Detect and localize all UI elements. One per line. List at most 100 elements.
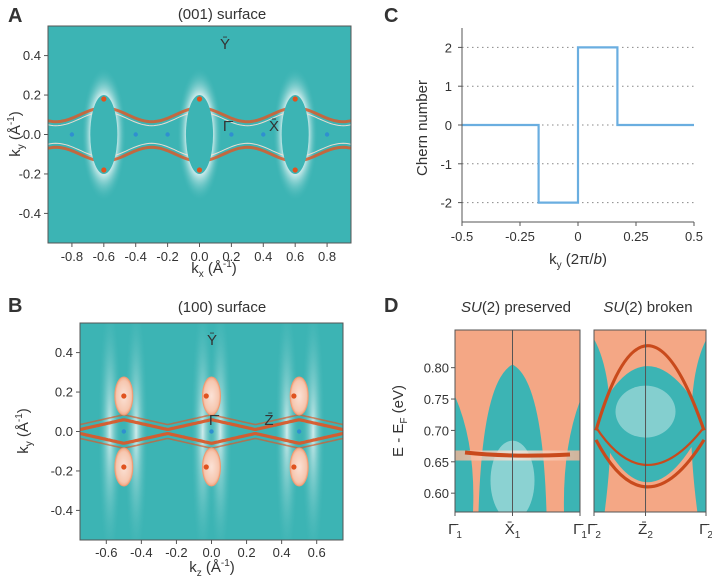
y-tick-label: -1 xyxy=(440,157,452,172)
weyl-point-blue xyxy=(69,132,75,137)
panel-b-label: B xyxy=(8,295,22,317)
y-tick-label: 0.4 xyxy=(23,48,41,63)
bulk-beam xyxy=(124,323,149,540)
point-y-label-b: Ȳ xyxy=(207,332,217,349)
y-tick-label: 0.65 xyxy=(424,455,449,470)
y-tick-label: 2 xyxy=(445,40,452,55)
y-tick-label: -0.2 xyxy=(51,463,73,478)
x-tick-label: -0.2 xyxy=(156,249,178,264)
tick-symbol: X̄ xyxy=(505,521,515,538)
x-tick-label: Γ̄1 xyxy=(448,521,462,541)
panel-a-axes: -0.8 -0.6 -0.4 -0.2 0.0 0.2 0.4 0.6 0.8 0.4 0.2 0.0… xyxy=(19,25,352,264)
x-tick-label: 0.8 xyxy=(318,249,336,264)
surface-state-upper xyxy=(594,344,706,431)
panel-b-ylabel: ky (Å-1) xyxy=(14,408,35,454)
panel-d-label: D xyxy=(384,295,398,317)
weyl-point-blue xyxy=(121,429,127,434)
panel-a-ylabel: ky (Å-1) xyxy=(6,111,27,157)
bulk-beam xyxy=(301,323,326,540)
bulk-beam xyxy=(208,323,233,540)
x-tick-label: 0.6 xyxy=(308,545,326,560)
panel-a-label: A xyxy=(8,5,22,27)
x-tick-label: Γ̄2 xyxy=(699,521,712,541)
tick-symbol: Γ̄ xyxy=(573,521,583,538)
xlabel-part: b xyxy=(594,251,602,268)
bulk-beam xyxy=(97,323,122,540)
pocket xyxy=(90,95,118,174)
y-tick-label: 0.2 xyxy=(23,88,41,103)
xlabel-part: y xyxy=(557,260,562,271)
pocket-petal xyxy=(289,447,309,487)
x-tick-label: -0.6 xyxy=(93,249,115,264)
bulk-beam xyxy=(190,323,215,540)
y-tick-label: 0.80 xyxy=(424,361,449,376)
weyl-point-red xyxy=(101,167,107,173)
x-tick-label: 0 xyxy=(574,229,581,244)
y-tick-label: 0.60 xyxy=(424,486,449,501)
x-tick-label: 0.0 xyxy=(190,249,208,264)
x-tick-label: Γ̄1 xyxy=(573,521,587,541)
x-tick-label: -0.2 xyxy=(165,545,187,560)
xlabel-part: ) xyxy=(602,251,607,268)
x-tick-label: 0.25 xyxy=(623,229,648,244)
panel-a-title: (001) surface xyxy=(178,6,266,23)
weyl-point-blue xyxy=(229,132,234,137)
tick-subscript: 2 xyxy=(647,530,653,541)
x-tick-label: 0.2 xyxy=(222,249,240,264)
tick-symbol: Γ̄ xyxy=(587,521,597,538)
point-x-label: X̄ xyxy=(269,118,279,135)
tick-subscript: 2 xyxy=(707,530,712,541)
surface-state-band xyxy=(80,418,343,432)
panel-d-title-right: SU(2) broken xyxy=(603,299,692,316)
x-tick-label: 0.0 xyxy=(202,545,220,560)
panel-d-right-heatmap xyxy=(594,330,706,512)
y-tick-label: 0.2 xyxy=(55,385,73,400)
pocket-petal xyxy=(289,376,309,416)
weyl-point-red xyxy=(121,393,127,399)
point-y-label: Ȳ xyxy=(220,36,230,53)
pocket xyxy=(281,95,309,174)
x-tick-label: 0.6 xyxy=(286,249,304,264)
tick-subscript: 1 xyxy=(515,530,521,541)
point-gamma-label-b: Γ̄ xyxy=(209,412,219,429)
bulk-beam xyxy=(274,323,299,540)
x-tick-label: -0.6 xyxy=(95,545,117,560)
surface-state-band xyxy=(80,431,343,445)
y-tick-label: 0.0 xyxy=(23,127,41,142)
weyl-point-red xyxy=(291,393,297,399)
tick-symbol: Z̄ xyxy=(638,521,647,538)
panel-c-chart: -0.5 -0.25 0 0.25 0.5 2 1 0 -1 -2 xyxy=(440,28,703,244)
panel-d-axes: 0.800.750.700.650.60Γ̄1 X̄1 Γ̄1 Γ̄2 Z̄2 Γ̄2 xyxy=(424,329,712,541)
panel-b-heatmap xyxy=(80,323,343,540)
tick-subscript: 1 xyxy=(456,530,462,541)
xlabel-part: k xyxy=(549,251,557,268)
panel-a-xlabel: kx (Å-1) xyxy=(191,259,237,280)
panel-b-xlabel: kz (Å-1) xyxy=(189,558,235,579)
tick-subscript: 2 xyxy=(595,530,601,541)
panel-d-right-frame xyxy=(593,329,707,513)
weyl-point-red xyxy=(101,96,107,102)
panel-c-label: C xyxy=(384,5,398,27)
y-tick-label: 0.75 xyxy=(424,392,449,407)
x-tick-label: -0.25 xyxy=(505,229,535,244)
pocket-petal xyxy=(202,376,221,416)
x-tick-label: X̄1 xyxy=(505,521,521,541)
surface-state-lower xyxy=(594,438,706,489)
x-tick-label: Z̄2 xyxy=(638,521,653,541)
weyl-point-red xyxy=(291,464,297,470)
weyl-point-blue xyxy=(165,132,170,137)
x-tick-label: Γ̄2 xyxy=(587,521,601,541)
panel-c-ylabel: Chern number xyxy=(414,80,431,176)
panel-c-xlabel: ky (2π/b) xyxy=(549,251,607,271)
y-tick-label: 0.4 xyxy=(55,345,73,360)
x-tick-label: 0.4 xyxy=(254,249,272,264)
surface-state-lower xyxy=(595,426,705,466)
y-tick-label: -0.4 xyxy=(19,206,41,221)
point-gamma-label: Γ̄ xyxy=(223,118,233,135)
weyl-point-red xyxy=(203,464,209,470)
weyl-point-red xyxy=(196,96,203,102)
x-tick-label: 0.5 xyxy=(685,229,703,244)
chern-number-line xyxy=(462,46,694,204)
weyl-point-red xyxy=(203,393,209,399)
